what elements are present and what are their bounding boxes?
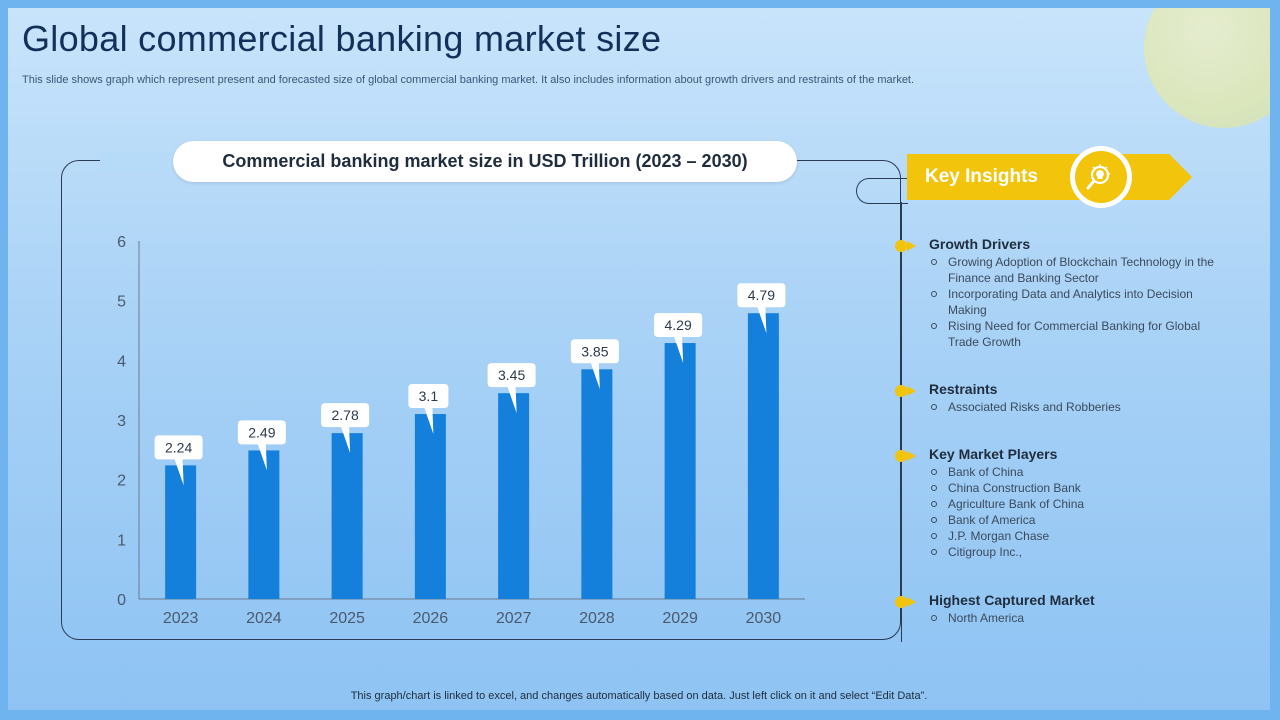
data-label: 3.85 bbox=[581, 343, 608, 359]
y-tick-label: 2 bbox=[117, 473, 126, 490]
data-label-bubble bbox=[737, 283, 786, 334]
y-tick-label: 4 bbox=[117, 353, 126, 370]
data-label: 3.45 bbox=[498, 367, 525, 383]
y-tick-label: 6 bbox=[117, 234, 126, 251]
data-label-callout: 3.85 bbox=[570, 339, 619, 390]
slide: Global commercial banking market size Th… bbox=[8, 8, 1270, 710]
key-insights-badge bbox=[1070, 146, 1132, 208]
bullet-marker bbox=[895, 450, 923, 462]
frame-gap bbox=[100, 152, 175, 172]
list-item: Rising Need for Commercial Banking for G… bbox=[929, 318, 1219, 350]
key-insights-arrow bbox=[907, 154, 1192, 200]
section-heading: Key Market Players bbox=[929, 446, 1058, 462]
list-item: Incorporating Data and Analytics into De… bbox=[929, 286, 1219, 318]
bar bbox=[165, 465, 197, 599]
data-label-callout: 3.45 bbox=[487, 363, 536, 414]
bar bbox=[581, 369, 613, 599]
data-label-callout: 2.78 bbox=[321, 403, 370, 454]
bar bbox=[747, 313, 779, 599]
data-label: 3.1 bbox=[419, 388, 439, 404]
bar-chart[interactable]: 0 1 2 3 4 5 6 2023 2.24 2024 2.49 2025 2.78 2026 3.1 20… bbox=[8, 8, 1270, 710]
list-item: Associated Risks and Robberies bbox=[929, 399, 1219, 415]
bar bbox=[664, 343, 696, 599]
x-tick-label: 2030 bbox=[746, 610, 782, 627]
chart-title-pill: Commercial banking market size in USD Tr… bbox=[173, 141, 797, 182]
data-label-bubble bbox=[654, 313, 703, 364]
data-label-bubble bbox=[154, 435, 203, 486]
chart-title: Commercial banking market size in USD Tr… bbox=[222, 151, 748, 171]
bullet-marker bbox=[895, 596, 923, 608]
lightbulb-search-icon bbox=[1086, 164, 1110, 190]
bar bbox=[248, 450, 280, 599]
captured-market-list: North America bbox=[929, 610, 1219, 626]
x-tick-label: 2028 bbox=[579, 610, 615, 627]
bar bbox=[414, 414, 446, 599]
y-tick-label: 5 bbox=[117, 294, 126, 311]
section-heading: Highest Captured Market bbox=[929, 592, 1095, 608]
growth-drivers-list: Growing Adoption of Blockchain Technolog… bbox=[929, 254, 1219, 350]
x-tick-label: 2027 bbox=[496, 610, 532, 627]
data-label-bubble bbox=[570, 339, 619, 390]
data-label: 2.78 bbox=[332, 407, 359, 423]
y-tick-label: 1 bbox=[117, 532, 126, 549]
insights-connector bbox=[856, 178, 908, 204]
list-item: Citigroup Inc., bbox=[929, 544, 1219, 560]
list-item: North America bbox=[929, 610, 1219, 626]
data-label: 4.79 bbox=[748, 287, 775, 303]
y-tick-label: 3 bbox=[117, 413, 126, 430]
data-label-bubble bbox=[237, 420, 286, 471]
insights-divider bbox=[901, 202, 902, 642]
list-item: Growing Adoption of Blockchain Technolog… bbox=[929, 254, 1219, 286]
list-item: China Construction Bank bbox=[929, 480, 1219, 496]
x-tick-label: 2024 bbox=[246, 610, 282, 627]
section-heading: Growth Drivers bbox=[929, 236, 1031, 252]
data-label-callout: 4.79 bbox=[737, 283, 786, 334]
footnote: This graph/chart is linked to excel, and… bbox=[350, 690, 928, 702]
list-item: Agriculture Bank of China bbox=[929, 496, 1219, 512]
list-item: J.P. Morgan Chase bbox=[929, 528, 1219, 544]
list-item: Bank of America bbox=[929, 512, 1219, 528]
data-label-callout: 2.24 bbox=[154, 435, 203, 486]
page-subtitle: This slide shows graph which represent p… bbox=[22, 74, 915, 86]
list-item: Bank of China bbox=[929, 464, 1219, 480]
data-label-bubble bbox=[408, 384, 449, 435]
data-label-bubble bbox=[321, 403, 370, 454]
data-label: 2.24 bbox=[165, 439, 192, 455]
data-label-callout: 3.1 bbox=[408, 384, 449, 435]
market-players-list: Bank of China China Construction Bank Ag… bbox=[929, 464, 1219, 560]
x-tick-label: 2023 bbox=[163, 610, 199, 627]
bullet-marker bbox=[895, 240, 923, 252]
page-title: Global commercial banking market size bbox=[22, 18, 662, 59]
data-label-callout: 2.49 bbox=[237, 420, 286, 471]
bar bbox=[498, 393, 530, 599]
restraints-list: Associated Risks and Robberies bbox=[929, 399, 1219, 415]
data-label: 4.29 bbox=[665, 317, 692, 333]
bar bbox=[331, 433, 363, 599]
data-label-callout: 4.29 bbox=[654, 313, 703, 364]
x-tick-label: 2025 bbox=[329, 610, 365, 627]
section-heading: Restraints bbox=[929, 381, 998, 397]
y-tick-label: 0 bbox=[117, 592, 126, 609]
key-insights-banner: Key Insights bbox=[907, 146, 1192, 208]
x-tick-label: 2029 bbox=[662, 610, 698, 627]
data-label-bubble bbox=[487, 363, 536, 414]
x-tick-label: 2026 bbox=[413, 610, 449, 627]
key-insights-label: Key Insights bbox=[925, 166, 1038, 187]
bullet-marker bbox=[895, 385, 923, 397]
data-label: 2.49 bbox=[248, 424, 275, 440]
